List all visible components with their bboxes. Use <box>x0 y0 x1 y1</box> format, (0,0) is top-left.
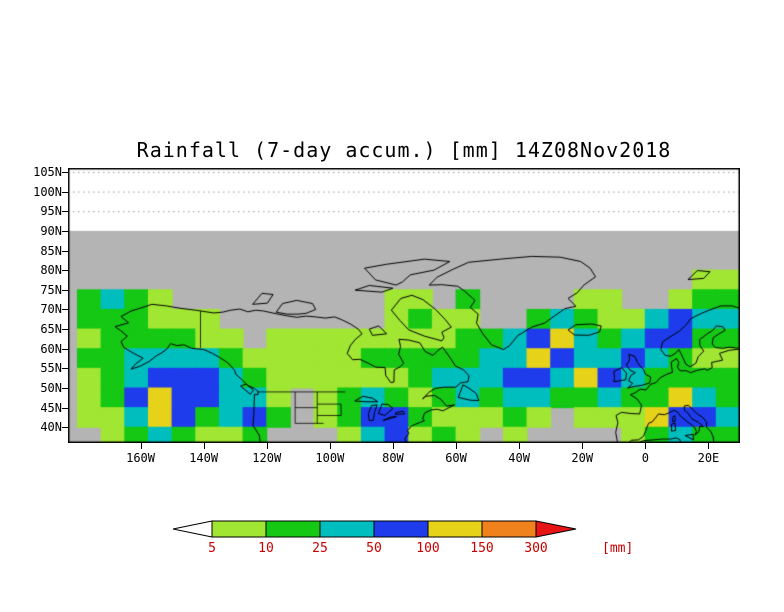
legend-segment <box>265 520 321 538</box>
y-axis-label: 105N <box>33 164 62 179</box>
legend-colorbar: 5 10 25 50 100 150 300 [mm] <box>172 519 672 563</box>
y-axis-tick <box>62 329 68 331</box>
y-axis-label: 65N <box>40 322 62 337</box>
y-axis-tick <box>62 388 68 389</box>
y-axis-tick <box>62 427 68 429</box>
legend-units-label: [mm] <box>602 541 633 556</box>
y-axis-label: 85N <box>40 243 62 258</box>
y-axis-tick <box>62 407 68 409</box>
map-canvas <box>68 168 740 443</box>
x-axis-label: 160W <box>126 451 156 465</box>
y-axis-tick <box>62 289 68 291</box>
x-axis-label: 100W <box>315 451 345 465</box>
y-axis-label: 90N <box>40 223 62 238</box>
chart-title: Rainfall (7-day accum.) [mm] 14Z08Nov201… <box>136 138 672 162</box>
x-axis-tick <box>203 443 205 449</box>
y-axis-label: 70N <box>40 302 62 317</box>
x-axis-label: 60W <box>445 451 467 465</box>
legend-above-max-arrow <box>535 520 577 538</box>
legend-boundary-label: 25 <box>312 541 328 556</box>
x-axis-tick <box>582 443 584 449</box>
y-axis-label: 75N <box>40 282 62 297</box>
legend-segment <box>211 520 267 538</box>
x-axis-label: 40W <box>508 451 530 465</box>
y-axis-tick <box>62 270 68 272</box>
y-axis-tick <box>62 348 68 350</box>
x-axis-label: 20E <box>697 451 720 465</box>
y-axis-tick <box>62 368 68 370</box>
legend-boundary-label: 50 <box>366 541 382 556</box>
x-axis-tick <box>456 443 458 449</box>
y-axis-label: 45N <box>40 400 62 415</box>
x-axis-label: 140W <box>189 451 219 465</box>
y-axis-label: 40N <box>40 420 62 435</box>
y-axis-label: 60N <box>40 341 62 356</box>
x-axis-tick <box>519 443 521 449</box>
legend-boundary-label: 5 <box>208 541 216 556</box>
y-axis-tick <box>62 191 68 193</box>
legend-boundary-label: 10 <box>258 541 274 556</box>
legend-segment <box>427 520 483 538</box>
legend-boundary-label: 150 <box>470 541 493 556</box>
x-axis-tick <box>266 443 268 449</box>
legend-below-min-arrow <box>172 520 213 538</box>
x-axis-label: 20W <box>571 451 594 465</box>
y-axis-label: 80N <box>40 263 62 278</box>
legend-segment <box>373 520 429 538</box>
x-axis-tick <box>645 443 647 449</box>
map-plot <box>68 168 740 443</box>
legend-svg: 5 10 25 50 100 150 300 [mm] <box>172 520 633 556</box>
legend-boundary-label: 100 <box>416 541 439 556</box>
legend-segment <box>319 520 375 538</box>
x-axis-label: 0 <box>641 451 649 465</box>
y-axis-label: 95N <box>40 204 62 219</box>
y-axis-tick <box>62 171 68 173</box>
y-axis-tick <box>62 250 68 252</box>
x-axis-tick <box>708 443 710 449</box>
x-axis-tick <box>392 443 394 449</box>
x-axis-label: 80W <box>382 451 404 465</box>
y-axis-label: 55N <box>40 361 62 376</box>
x-axis-tick <box>140 443 142 449</box>
y-axis-label: 100N <box>33 184 62 199</box>
x-axis-tick <box>329 443 331 449</box>
y-axis-tick <box>62 309 68 311</box>
legend-segment <box>481 520 537 538</box>
y-axis-tick <box>62 211 68 213</box>
x-axis-label: 120W <box>252 451 282 465</box>
y-axis-tick <box>62 230 68 232</box>
legend-boundary-label: 300 <box>524 541 547 556</box>
y-axis-label: 50N <box>40 381 62 395</box>
